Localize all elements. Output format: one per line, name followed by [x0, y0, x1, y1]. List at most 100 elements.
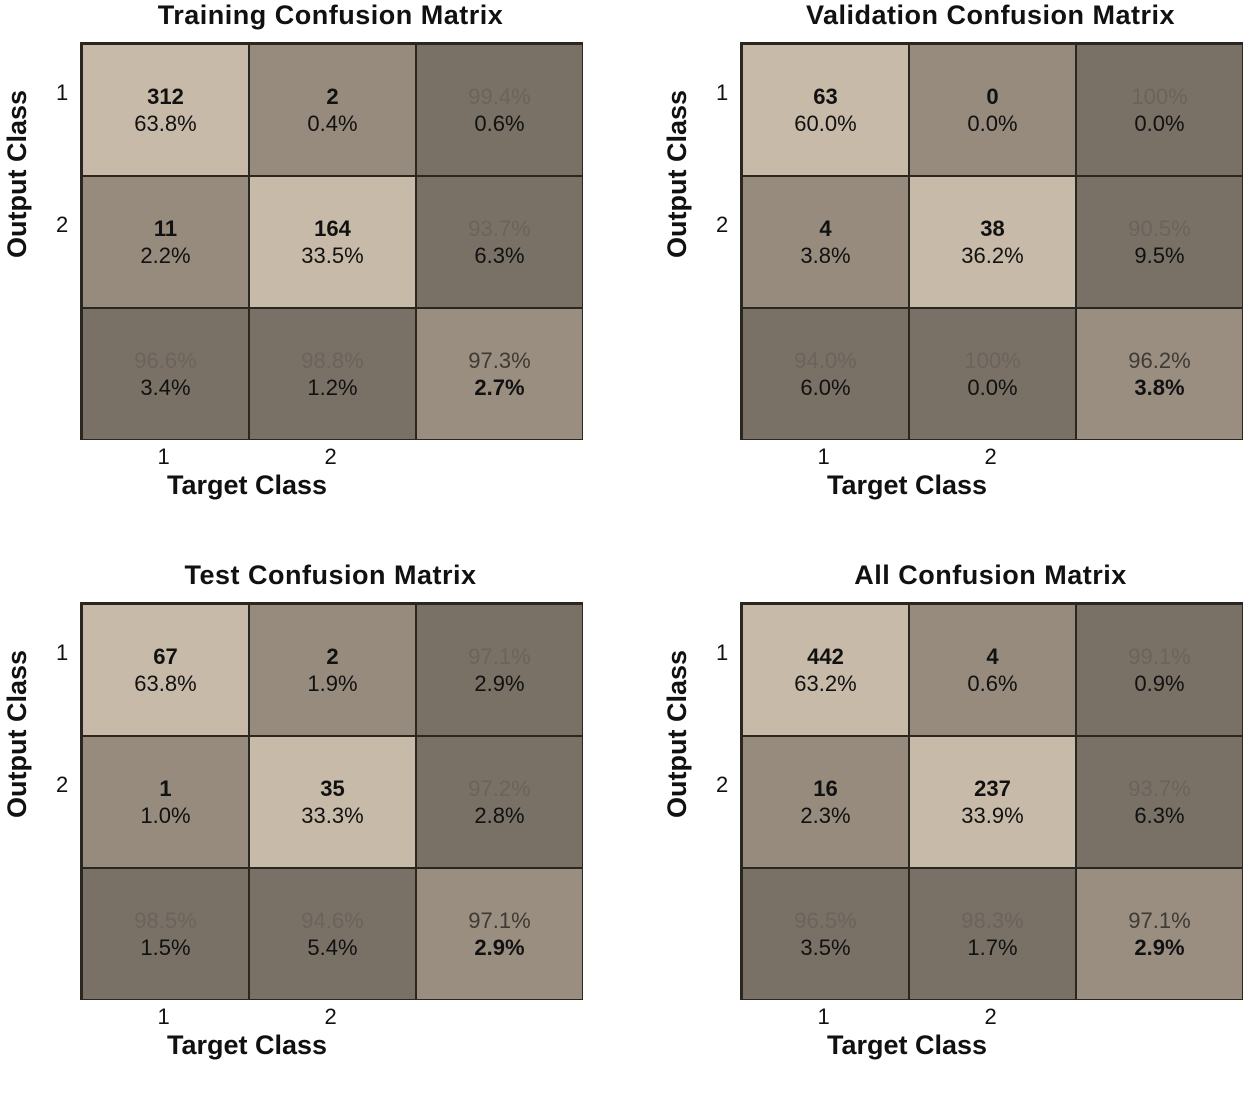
col-summary-error: 0.0% — [967, 375, 1018, 400]
y-tick-label: 1 — [716, 640, 729, 665]
confusion-matrix-panel: All Confusion Matrix 442 63.2% 4 0.6% 16 2.3% 2… — [660, 560, 1250, 1094]
row-summary-error: 6.3% — [474, 243, 525, 268]
matrix-cell: 98.3% 1.7% — [909, 868, 1076, 1000]
y-tick-label: 2 — [716, 772, 729, 797]
cell-percent: 33.9% — [961, 803, 1024, 828]
matrix-cell: 16 2.3% — [742, 736, 909, 868]
matrix-cell: 97.2% 2.8% — [416, 736, 583, 868]
matrix-cell: 93.7% 6.3% — [1076, 736, 1243, 868]
overall-error: 2.9% — [474, 935, 525, 960]
col-summary-correct: 98.3% — [961, 908, 1024, 933]
x-tick-label: 1 — [157, 444, 170, 469]
cell-percent: 2.2% — [140, 243, 191, 268]
y-axis-label: Output Class — [2, 90, 32, 259]
matrix-cell: 100% 0.0% — [909, 308, 1076, 440]
cell-count: 16 — [813, 776, 838, 801]
col-summary-correct: 94.0% — [794, 348, 857, 373]
y-axis-label: Output Class — [2, 650, 32, 819]
col-summary-error: 1.5% — [140, 935, 191, 960]
overall-accuracy: 96.2% — [1128, 348, 1191, 373]
col-summary-correct: 94.6% — [301, 908, 364, 933]
row-summary-error: 9.5% — [1134, 243, 1185, 268]
matrix-cell: 312 63.8% — [82, 44, 249, 176]
matrix-cell: 35 33.3% — [249, 736, 416, 868]
matrix-cell: 98.8% 1.2% — [249, 308, 416, 440]
matrix-cell: 0 0.0% — [909, 44, 1076, 176]
matrix-cell: 93.7% 6.3% — [416, 176, 583, 308]
cell-percent: 0.6% — [967, 671, 1018, 696]
y-tick-label: 2 — [56, 212, 69, 237]
cell-percent: 3.8% — [800, 243, 851, 268]
matrix-cell: 97.1% 2.9% — [1076, 868, 1243, 1000]
matrix-cell: 237 33.9% — [909, 736, 1076, 868]
col-summary-correct: 98.8% — [301, 348, 364, 373]
cell-count: 164 — [314, 216, 351, 241]
x-tick-label: 2 — [324, 444, 337, 469]
x-tick-label: 1 — [817, 1004, 830, 1029]
col-summary-error: 3.5% — [800, 935, 851, 960]
matrix-grid: 67 63.8% 2 1.9% 1 1.0% 35 33.3% 97.1% 2.9% 97.2% 2.… — [80, 602, 583, 1000]
x-tick-label: 2 — [984, 1004, 997, 1029]
cell-count: 67 — [153, 644, 178, 669]
row-summary-error: 0.9% — [1134, 671, 1185, 696]
cell-percent: 63.8% — [134, 111, 197, 136]
chart-title: Validation Confusion Matrix — [805, 0, 1176, 30]
matrix-cell: 99.1% 0.9% — [1076, 604, 1243, 736]
row-summary-correct: 97.1% — [468, 644, 531, 669]
cell-percent: 1.9% — [307, 671, 358, 696]
y-axis-label: Output Class — [662, 650, 692, 819]
overall-error: 2.7% — [474, 375, 525, 400]
cell-count: 1 — [159, 776, 172, 801]
row-summary-error: 0.6% — [474, 111, 525, 136]
y-axis-label: Output Class — [662, 90, 692, 259]
row-summary-error: 6.3% — [1134, 803, 1185, 828]
matrix-cell: 11 2.2% — [82, 176, 249, 308]
row-summary-correct: 93.7% — [1128, 776, 1191, 801]
x-tick-label: 1 — [817, 444, 830, 469]
matrix-cell: 94.0% 6.0% — [742, 308, 909, 440]
cell-count: 38 — [980, 216, 1005, 241]
cell-count: 35 — [320, 776, 345, 801]
matrix-cell: 98.5% 1.5% — [82, 868, 249, 1000]
col-summary-error: 5.4% — [307, 935, 358, 960]
cell-percent: 0.4% — [307, 111, 358, 136]
matrix-cell: 99.4% 0.6% — [416, 44, 583, 176]
matrix-cell: 67 63.8% — [82, 604, 249, 736]
chart-title: Training Confusion Matrix — [157, 0, 504, 30]
col-summary-correct: 96.6% — [134, 348, 197, 373]
x-axis-label: Target Class — [166, 1030, 328, 1060]
cell-count: 312 — [147, 84, 184, 109]
chart-title: Test Confusion Matrix — [184, 560, 477, 590]
row-summary-correct: 100% — [1131, 84, 1188, 109]
col-summary-error: 1.2% — [307, 375, 358, 400]
row-summary-correct: 97.2% — [468, 776, 531, 801]
cell-count: 2 — [326, 84, 339, 109]
matrix-cell: 96.6% 3.4% — [82, 308, 249, 440]
cell-percent: 2.3% — [800, 803, 851, 828]
y-tick-label: 1 — [56, 640, 69, 665]
row-summary-correct: 90.5% — [1128, 216, 1191, 241]
x-axis-label: Target Class — [826, 470, 988, 500]
matrix-cell: 100% 0.0% — [1076, 44, 1243, 176]
row-summary-error: 2.9% — [474, 671, 525, 696]
cell-count: 0 — [986, 84, 999, 109]
col-summary-correct: 98.5% — [134, 908, 197, 933]
cell-count: 63 — [813, 84, 838, 109]
x-axis-label: Target Class — [166, 470, 328, 500]
overall-error: 3.8% — [1134, 375, 1185, 400]
overall-accuracy: 97.1% — [468, 908, 531, 933]
x-axis-label: Target Class — [826, 1030, 988, 1060]
col-summary-correct: 100% — [964, 348, 1021, 373]
matrix-cell: 164 33.5% — [249, 176, 416, 308]
col-summary-error: 3.4% — [140, 375, 191, 400]
y-tick-label: 2 — [716, 212, 729, 237]
confusion-matrix-panel: Test Confusion Matrix 67 63.8% 2 1.9% 1 1.0% 35… — [0, 560, 625, 1094]
cell-percent: 33.5% — [301, 243, 364, 268]
matrix-cell: 96.5% 3.5% — [742, 868, 909, 1000]
cell-percent: 0.0% — [967, 111, 1018, 136]
matrix-cell: 63 60.0% — [742, 44, 909, 176]
cell-percent: 63.2% — [794, 671, 857, 696]
x-tick-label: 2 — [324, 1004, 337, 1029]
cell-percent: 63.8% — [134, 671, 197, 696]
matrix-cell: 4 3.8% — [742, 176, 909, 308]
